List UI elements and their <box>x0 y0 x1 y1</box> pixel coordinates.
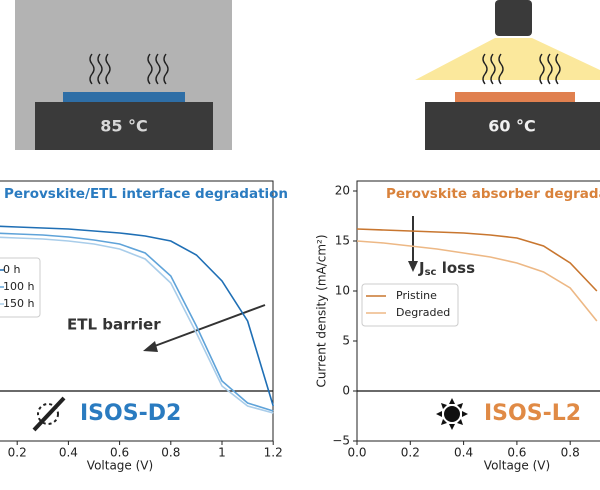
series-line <box>0 232 274 412</box>
y-tick-label: 10 <box>335 284 350 298</box>
y-tick-label: 15 <box>335 234 350 248</box>
legend-box <box>0 257 41 318</box>
legend-label: 100 h <box>3 280 34 293</box>
panel-title: Perovskite absorber degradation <box>386 186 600 202</box>
annotation: Jsc loss <box>418 259 475 279</box>
legend-label: 150 h <box>3 297 34 310</box>
dark-icon <box>32 396 66 432</box>
x-axis-label: Voltage (V) <box>484 459 550 473</box>
x-axis-label: Voltage (V) <box>87 459 153 473</box>
annotation: ETL barrier <box>67 316 161 334</box>
x-tick-label: 0.2 <box>8 446 27 460</box>
series-line <box>356 240 598 322</box>
legend-box <box>361 283 459 327</box>
legend-label: Pristine <box>396 289 437 302</box>
device <box>63 92 185 102</box>
x-tick-label: 1.2 <box>264 446 283 460</box>
device <box>455 92 575 102</box>
annotation-sub: sc <box>425 267 437 278</box>
series-line <box>0 236 274 414</box>
protocol-label: ISOS-L2 <box>484 401 581 426</box>
sun-icon <box>436 398 468 430</box>
annotation-main: J <box>418 259 425 277</box>
light-cone <box>415 38 600 80</box>
x-tick-label: 0.2 <box>401 446 420 460</box>
lamp <box>495 0 532 36</box>
legend-label: 0 h <box>3 263 20 276</box>
x-tick-label: 0.0 <box>347 446 366 460</box>
y-tick-label: −5 <box>332 434 350 448</box>
y-axis-label: Current density (mA/cm²) <box>315 234 329 387</box>
heat-waves <box>89 53 169 85</box>
heat-waves <box>482 53 561 85</box>
hot-plate <box>425 102 600 150</box>
temperature: 60 °C <box>488 117 536 136</box>
protocol-label: ISOS-D2 <box>80 401 181 426</box>
annotation-rest: loss <box>436 259 475 277</box>
hot-plate <box>35 102 213 150</box>
x-tick-label: 0.6 <box>110 446 129 460</box>
y-tick-label: 20 <box>335 184 350 198</box>
panel-title: Perovskite/ETL interface degradation <box>4 186 288 202</box>
x-tick-label: 0.8 <box>561 446 580 460</box>
x-tick-label: 0.4 <box>59 446 78 460</box>
arrow <box>143 216 418 352</box>
x-tick-label: 1 <box>218 446 226 460</box>
series-line <box>0 225 274 407</box>
legend-label: Degraded <box>396 306 450 319</box>
temperature: 85 °C <box>100 117 148 136</box>
x-tick-label: 0.4 <box>454 446 473 460</box>
x-tick-label: 0.6 <box>507 446 526 460</box>
y-tick-label: 5 <box>342 334 350 348</box>
series-line <box>356 228 598 292</box>
x-tick-label: 0.8 <box>161 446 180 460</box>
y-tick-label: 0 <box>342 384 350 398</box>
